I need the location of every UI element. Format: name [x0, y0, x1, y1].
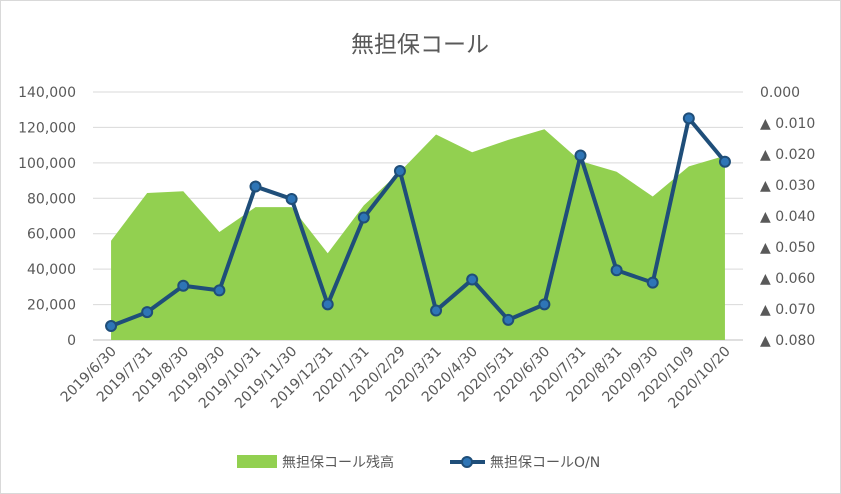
y-right-tick-label: ▲ 0.020 — [760, 147, 815, 163]
line-marker — [285, 192, 298, 205]
y-left-tick-label: 100,000 — [18, 156, 76, 172]
line-marker — [249, 180, 262, 193]
line-marker — [646, 276, 659, 289]
legend-label-line: 無担保コールO/N — [490, 455, 600, 471]
line-marker — [430, 304, 443, 317]
line-marker — [718, 155, 731, 168]
y-right-tick-label: ▲ 0.010 — [760, 116, 815, 132]
line-marker — [177, 279, 190, 292]
y-right-tick-label: ▲ 0.030 — [760, 178, 815, 194]
legend-marker — [461, 456, 473, 468]
y-left-tick-label: 80,000 — [27, 191, 76, 207]
line-marker — [105, 320, 118, 333]
line-marker — [538, 298, 551, 311]
y-left-tick-label: 40,000 — [27, 262, 76, 278]
y-right-tick-label: ▲ 0.060 — [760, 271, 815, 287]
y-right-tick-label: ▲ 0.050 — [760, 240, 815, 256]
line-marker — [393, 165, 406, 178]
y-left-tick-label: 140,000 — [18, 85, 76, 101]
y-left-tick-label: 60,000 — [27, 227, 76, 243]
line-marker — [357, 211, 370, 224]
line-marker — [502, 313, 515, 326]
line-marker — [574, 149, 587, 162]
line-marker — [610, 264, 623, 277]
line-marker — [682, 112, 695, 125]
legend-swatch-area — [237, 455, 277, 468]
line-marker — [321, 298, 334, 311]
legend: 無担保コール残高 無担保コールO/N — [237, 454, 600, 471]
y-left-tick-label: 120,000 — [18, 120, 76, 136]
line-marker — [466, 273, 479, 286]
legend-label-area: 無担保コール残高 — [282, 454, 394, 471]
y-axis-left-ticks: 0 20,000 40,000 60,000 80,000 100,000 120,000 1… — [18, 85, 76, 349]
chart-title: 無担保コール — [351, 32, 489, 58]
y-right-tick-label: ▲ 0.070 — [760, 302, 815, 318]
y-axis-right-ticks: 0.000 ▲ 0.010 ▲ 0.020 ▲ 0.030 ▲ 0.040 ▲ 0.050… — [760, 85, 815, 349]
x-axis-ticks: 2019/6/302019/7/312019/8/302019/9/302019… — [58, 344, 734, 412]
y-left-tick-label: 20,000 — [27, 298, 76, 314]
line-series — [105, 112, 731, 333]
y-right-tick-label: ▲ 0.040 — [760, 209, 815, 225]
y-right-tick-label: ▲ 0.080 — [760, 333, 815, 349]
line-marker — [141, 306, 154, 319]
y-right-tick-label: 0.000 — [760, 85, 800, 101]
line-marker — [213, 284, 226, 297]
line-path — [110, 116, 727, 328]
y-left-tick-label: 0 — [67, 333, 76, 349]
